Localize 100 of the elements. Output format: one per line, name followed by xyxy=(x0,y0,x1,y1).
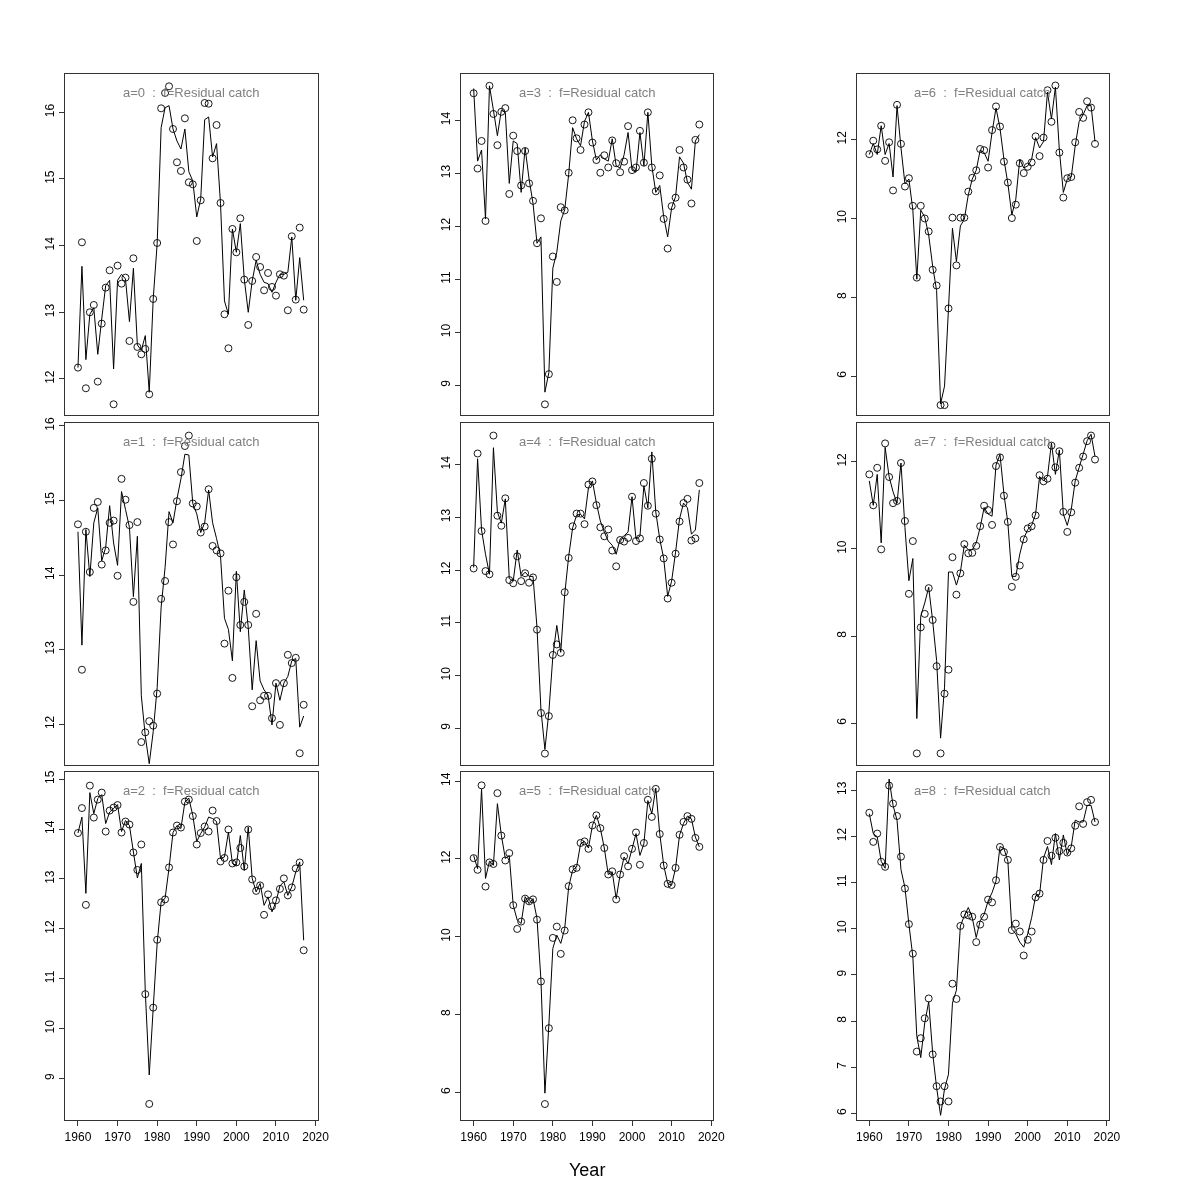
point xyxy=(260,691,269,700)
point xyxy=(1051,463,1060,472)
point xyxy=(897,459,905,467)
point xyxy=(968,173,977,182)
point xyxy=(105,806,114,815)
point xyxy=(77,804,86,813)
y-tick-label: 10 xyxy=(834,540,849,554)
y-tick-label: 15 xyxy=(43,491,58,506)
x-tick-label: 2000 xyxy=(223,1129,251,1144)
point xyxy=(157,594,166,603)
line-series xyxy=(77,453,305,765)
point xyxy=(228,225,237,233)
point xyxy=(964,911,973,920)
point xyxy=(1075,463,1084,472)
point xyxy=(85,308,94,317)
point xyxy=(1083,798,1092,807)
point xyxy=(121,273,130,282)
point xyxy=(632,828,640,837)
point xyxy=(580,520,589,529)
point xyxy=(1087,431,1095,440)
point xyxy=(291,653,300,662)
point xyxy=(537,214,545,223)
point xyxy=(936,749,945,758)
point xyxy=(596,824,605,833)
point xyxy=(1035,889,1044,898)
point xyxy=(564,553,573,562)
point xyxy=(216,199,225,207)
point xyxy=(893,812,901,820)
point xyxy=(240,275,249,284)
point xyxy=(287,659,296,667)
point xyxy=(477,137,486,145)
text: a=1 : f=Residual catch xyxy=(123,434,260,449)
point xyxy=(275,884,284,893)
point xyxy=(521,569,530,578)
point xyxy=(865,150,874,159)
point xyxy=(220,854,229,862)
point xyxy=(916,623,925,632)
x-tick-label: 1960 xyxy=(855,1129,883,1144)
point xyxy=(93,795,102,804)
point xyxy=(548,252,557,261)
point xyxy=(188,180,197,189)
point xyxy=(232,248,241,257)
y-tick-label: 7 xyxy=(834,1061,849,1069)
point xyxy=(184,178,193,187)
point xyxy=(1079,819,1088,828)
point xyxy=(113,571,122,580)
point xyxy=(612,895,621,904)
point xyxy=(588,821,597,830)
point xyxy=(976,522,985,531)
x-tick-label: 1980 xyxy=(143,1129,171,1144)
point xyxy=(1039,133,1048,142)
point xyxy=(1083,97,1092,106)
point xyxy=(1059,193,1068,202)
point xyxy=(576,146,585,154)
y-tick-label: 15 xyxy=(43,170,58,184)
point xyxy=(596,168,605,177)
point xyxy=(509,901,518,910)
point xyxy=(695,842,704,851)
y-tick-label: 16 xyxy=(43,417,58,431)
point xyxy=(501,856,510,865)
y-tick-label: 12 xyxy=(43,920,58,934)
point xyxy=(485,81,494,90)
point xyxy=(109,803,118,812)
point xyxy=(548,651,557,659)
y-tick-label: 10 xyxy=(43,1019,58,1034)
point xyxy=(517,577,526,586)
y-tick-label: 11 xyxy=(439,614,454,628)
point xyxy=(188,499,197,508)
point xyxy=(157,898,166,907)
point xyxy=(89,813,98,822)
point xyxy=(881,862,890,871)
point xyxy=(952,261,961,270)
point xyxy=(1087,795,1095,804)
point xyxy=(655,535,664,544)
point xyxy=(236,214,245,223)
point xyxy=(149,295,158,303)
point xyxy=(77,238,86,247)
point xyxy=(600,532,609,541)
point xyxy=(940,1082,949,1091)
point xyxy=(691,534,700,543)
point xyxy=(1059,838,1068,847)
point xyxy=(1055,847,1064,856)
y-tick-label: 16 xyxy=(43,103,58,118)
point xyxy=(889,799,898,808)
point xyxy=(295,858,304,867)
point xyxy=(212,546,221,555)
point xyxy=(659,554,668,563)
point xyxy=(169,125,177,133)
point xyxy=(932,662,941,671)
point xyxy=(560,926,569,935)
point xyxy=(188,812,197,821)
point xyxy=(647,812,656,821)
point xyxy=(283,891,292,900)
point xyxy=(624,533,633,542)
point xyxy=(592,811,601,820)
point xyxy=(133,343,142,351)
point xyxy=(980,912,989,921)
point xyxy=(248,875,257,884)
y-tick-label: 12 xyxy=(834,827,849,842)
point xyxy=(236,621,245,629)
